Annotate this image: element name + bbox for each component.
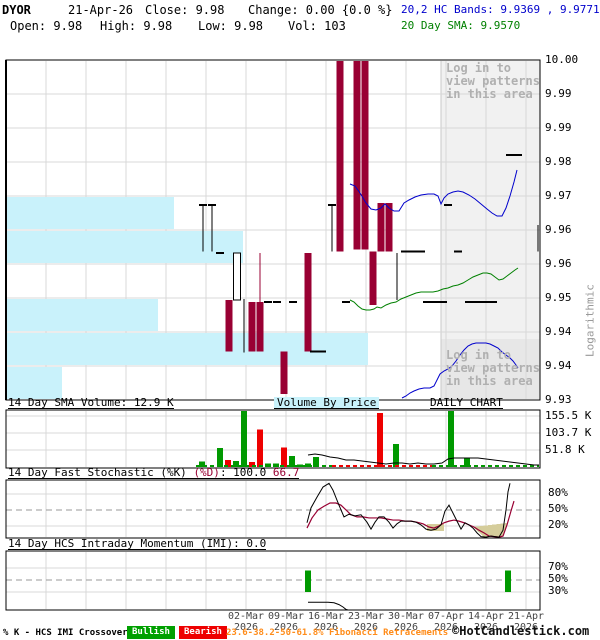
- price-tick-label: 9.96: [545, 223, 572, 236]
- login-notice-line[interactable]: in this area: [446, 87, 533, 101]
- bullish-badge: Bullish: [127, 626, 175, 639]
- imi-tick-label: 30%: [548, 584, 568, 597]
- date-tick-year-label: 2026: [393, 622, 419, 633]
- date-tick-label: 23-Mar: [347, 611, 385, 622]
- quote-date: 21-Apr-26: [68, 3, 134, 17]
- date-tick-year-label: 2026: [473, 622, 499, 633]
- stoch-d-label: (%D): [193, 466, 220, 479]
- imi-tick-label: 70%: [548, 560, 568, 573]
- high-value: High: 9.98: [100, 19, 173, 33]
- daily-chart-label: DAILY CHART: [430, 396, 503, 409]
- log-scale-label: Logarithmic: [583, 284, 597, 357]
- price-tick-label: 9.96: [545, 257, 572, 270]
- change-value: Change: 0.00 {0.0 %}: [248, 3, 393, 17]
- date-tick-label: 30-Mar: [387, 611, 425, 622]
- bearish-badge: Bearish: [179, 626, 227, 639]
- price-tick-label: 9.99: [545, 87, 572, 100]
- imi-panel-label: 14 Day HCS Intraday Momentum (IMI): 0.0: [8, 537, 267, 550]
- sma20-value: 20 Day SMA: 9.9570: [401, 19, 521, 32]
- low-value: Low: 9.98: [198, 19, 264, 33]
- stoch-k-value: : 100.0: [219, 466, 273, 479]
- volume-by-price-label: Volume By Price: [274, 397, 380, 409]
- date-tick-label: 02-Mar: [227, 611, 265, 622]
- open-value: Open: 9.98: [10, 19, 83, 33]
- hc-bands-value: 20,2 HC Bands: 9.9369 , 9.9771: [401, 3, 600, 16]
- login-notice-line[interactable]: Log in to: [446, 348, 512, 362]
- price-tick-label: 9.95: [545, 291, 572, 304]
- price-tick-label: 9.97: [545, 189, 572, 202]
- login-notice-line[interactable]: Log in to: [446, 61, 512, 75]
- close-value: Close: 9.98: [145, 3, 225, 17]
- date-tick-label: 16-Mar: [307, 611, 345, 622]
- date-tick-year-label: 2026: [513, 622, 539, 633]
- login-notice-line[interactable]: in this area: [446, 374, 533, 388]
- stoch-tick-label: 80%: [548, 486, 568, 499]
- date-tick-year-label: 2026: [233, 622, 259, 633]
- stochastic-panel-label: 14 Day Fast Stochastic (%K) (%D): 100.0 …: [8, 466, 300, 479]
- copyright-link[interactable]: ©HotCandlestick.com: [452, 624, 590, 638]
- price-tick-label: 10.00: [545, 53, 579, 66]
- volume-tick-label: 155.5 K: [545, 409, 592, 422]
- login-notice-line[interactable]: view patterns: [446, 361, 540, 375]
- date-tick-year-label: 2026: [353, 622, 379, 633]
- date-tick-label: 07-Apr: [427, 611, 465, 622]
- fibonacci-legend-label: 23.6-38.2-50-61.8% Fibonacci Retracement…: [226, 628, 449, 638]
- stoch-tick-label: 50%: [548, 502, 568, 515]
- imi-tick-label: 50%: [548, 572, 568, 585]
- date-tick-year-label: 2026: [433, 622, 459, 633]
- login-notice-line[interactable]: view patterns: [446, 74, 540, 88]
- volume-panel-label: 14 Day SMA Volume: 12.9 K: [8, 396, 174, 409]
- price-tick-label: 9.94: [545, 359, 572, 372]
- volume-tick-label: 51.8 K: [545, 443, 585, 456]
- date-tick-year-label: 2026: [313, 622, 339, 633]
- crossover-legend-label: % K - HCS IMI Crossover,: [3, 628, 134, 638]
- stoch-tick-label: 20%: [548, 518, 568, 531]
- date-tick-year-label: 2026: [273, 622, 299, 633]
- volume-value: Vol: 103: [288, 19, 346, 33]
- ticker-symbol: DYOR: [2, 3, 31, 17]
- price-tick-label: 9.93: [545, 393, 572, 406]
- price-tick-label: 9.98: [545, 155, 572, 168]
- price-tick-label: 9.94: [545, 325, 572, 338]
- stoch-k-label: 14 Day Fast Stochastic (%K): [8, 466, 194, 479]
- date-tick-label: 14-Apr: [467, 611, 505, 622]
- stoch-d-value: 66.7: [272, 466, 300, 479]
- date-tick-label: 21-Apr: [507, 611, 545, 622]
- date-tick-label: 09-Mar: [267, 611, 305, 622]
- volume-tick-label: 103.7 K: [545, 426, 592, 439]
- price-tick-label: 9.99: [545, 121, 572, 134]
